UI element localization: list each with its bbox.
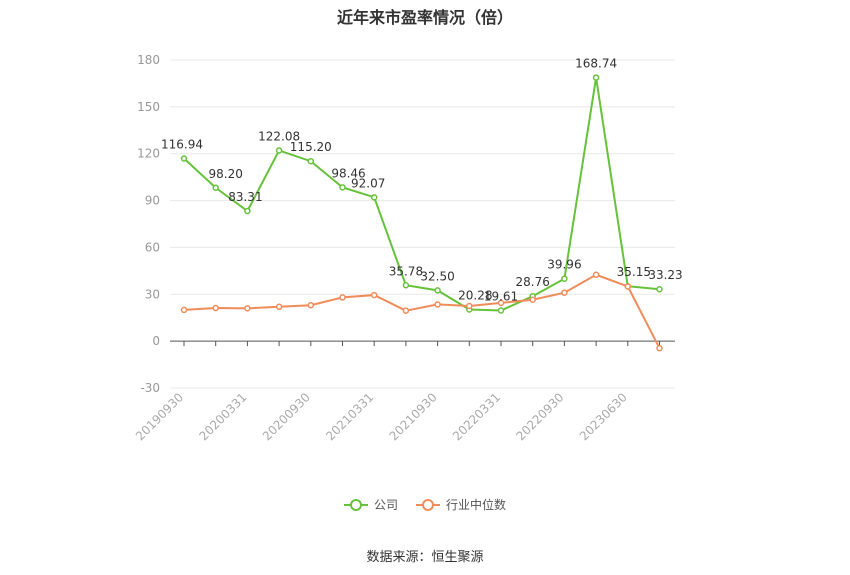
x-tick-label: 20230630 [577, 390, 630, 443]
y-tick-label: 30 [145, 287, 160, 301]
x-tick-label: 20220331 [450, 390, 503, 443]
x-tick-label: 20210331 [323, 390, 376, 443]
data-point [180, 155, 188, 162]
data-label: 32.50 [420, 269, 454, 283]
data-label: 98.46 [331, 166, 365, 180]
data-point [339, 184, 346, 191]
data-point [212, 184, 219, 192]
y-tick-label: 180 [137, 53, 160, 67]
x-tick-label: 20220930 [513, 390, 566, 443]
data-point [370, 291, 378, 299]
data-point [275, 303, 283, 311]
data-point [656, 285, 663, 293]
data-point [339, 294, 346, 301]
data-point [244, 207, 251, 215]
data-label: 92.07 [351, 176, 385, 190]
data-label: 33.23 [648, 268, 682, 282]
y-tick-label: 120 [137, 147, 160, 161]
data-label: 39.96 [547, 258, 581, 272]
data-label: 122.08 [258, 129, 300, 143]
data-point [592, 271, 600, 279]
series-line-1 [183, 273, 661, 349]
data-label: 28.76 [516, 275, 550, 289]
data-point [529, 296, 536, 304]
data-point [307, 301, 315, 309]
data-point [561, 289, 568, 296]
legend-industry-label: 行业中位数 [446, 498, 507, 512]
legend-company-line-icon [343, 498, 368, 511]
data-point [180, 306, 188, 314]
data-label: 116.94 [161, 137, 203, 151]
axis-layer: -30 0 30 60 90 120 150 180 20190930 20200331 20200… [133, 53, 675, 443]
y-tick-label: -30 [140, 381, 160, 395]
data-point [434, 287, 441, 294]
data-point [561, 275, 568, 282]
data-point [497, 299, 505, 307]
legend-company-label: 公司 [373, 498, 398, 512]
data-label: 20.28 [458, 288, 492, 302]
data-label: 35.78 [389, 264, 423, 278]
data-label: 168.74 [575, 57, 617, 71]
data-point [592, 74, 600, 81]
data-point [656, 344, 663, 352]
legend-industry-line-icon [416, 498, 440, 511]
data-point [402, 282, 410, 289]
x-tick-label: 20200331 [196, 390, 249, 443]
data-label: 83.31 [228, 190, 262, 204]
data-label: 98.20 [209, 167, 243, 181]
data-point [212, 304, 219, 312]
legend-company-dot-icon [349, 498, 362, 511]
legend-item-company[interactable]: 公司 [343, 496, 398, 513]
data-point [466, 302, 473, 310]
chart-canvas: -30 0 30 60 90 120 150 180 20190930 20200331 20200… [133, 53, 683, 443]
x-tick-label: 20190930 [133, 390, 186, 443]
grid-layer [170, 59, 675, 389]
data-point [307, 157, 315, 165]
data-source: 数据来源：恒生聚源 [366, 550, 484, 565]
data-label: 115.20 [290, 140, 332, 154]
x-tick-label: 20200930 [260, 390, 313, 443]
x-tick-label: 20210930 [387, 390, 440, 443]
y-tick-label: 150 [137, 100, 160, 114]
data-point [624, 283, 632, 290]
data-point [370, 194, 378, 201]
series-line-0 [183, 77, 660, 312]
data-label: 35.15 [617, 265, 651, 279]
legend: 公司 行业中位数 [0, 496, 850, 513]
data-point [275, 147, 283, 154]
y-tick-label: 0 [152, 334, 160, 348]
y-tick-label: 90 [145, 194, 160, 208]
legend-item-industry[interactable]: 行业中位数 [416, 496, 506, 513]
series-layer [180, 74, 663, 352]
data-point [244, 305, 251, 312]
data-point [402, 307, 410, 314]
chart-title: 近年来市盈率情况（倍） [336, 8, 513, 27]
legend-industry-dot-icon [422, 498, 434, 511]
y-tick-label: 60 [145, 240, 160, 254]
data-point [497, 307, 505, 314]
data-point [434, 301, 441, 308]
data-label: 19.61 [484, 290, 518, 304]
